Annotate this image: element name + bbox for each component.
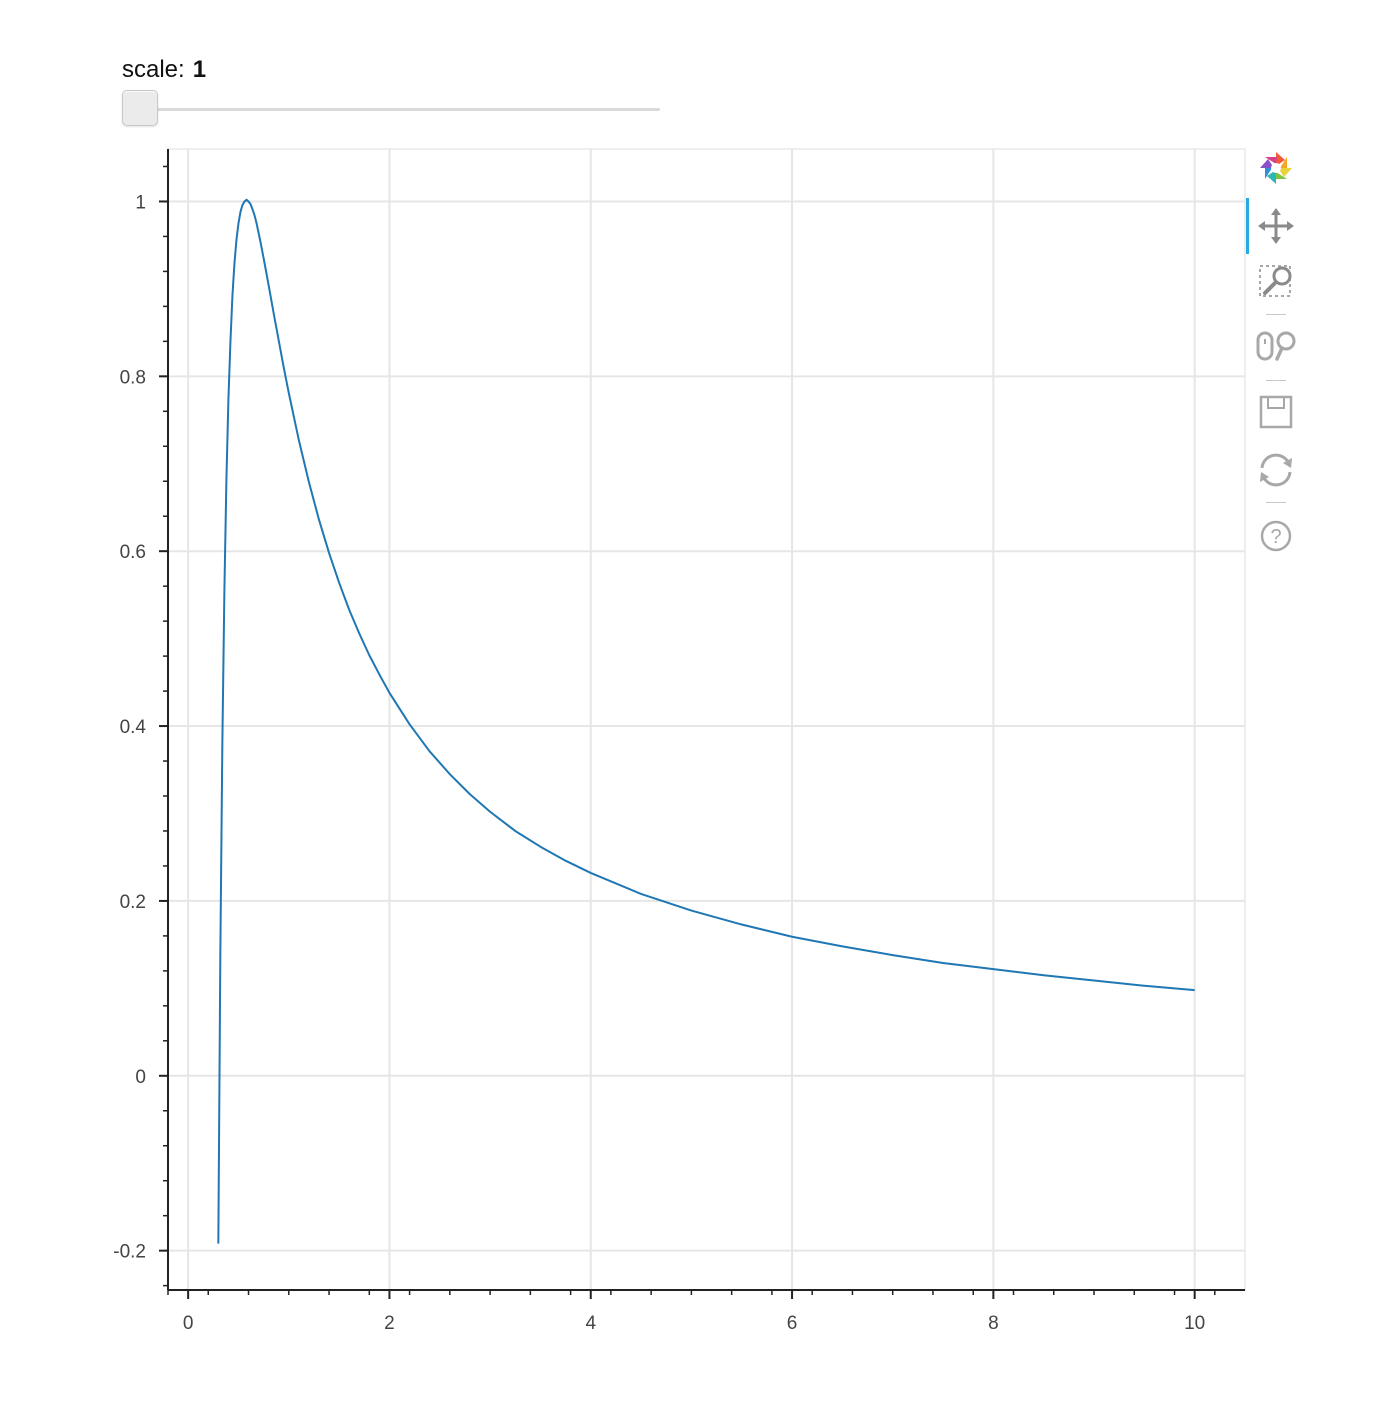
y-tick-label: 0.8 [120, 367, 146, 388]
plot-frame [167, 148, 1246, 1291]
reset-tool-button[interactable] [1252, 446, 1300, 494]
x-tick-label: 6 [787, 1313, 798, 1334]
y-tick-label: 1 [135, 192, 146, 213]
box-zoom-icon [1259, 265, 1292, 297]
slider-track[interactable] [140, 108, 660, 111]
plot-toolbar: ? [1246, 142, 1306, 562]
series-layer [217, 198, 1195, 1244]
x-tick-label: 0 [183, 1313, 194, 1334]
y-tick-label: 0.4 [120, 717, 147, 738]
pan-icon [1258, 208, 1294, 244]
pan-tool-button[interactable] [1246, 198, 1300, 254]
slider-title: scale: 1 [122, 56, 206, 84]
help-tool-button[interactable]: ? [1252, 512, 1300, 560]
bokeh-logo-icon[interactable] [1254, 146, 1298, 190]
y-tick-label: 0 [135, 1067, 146, 1088]
y-tick-label: -0.2 [113, 1242, 146, 1263]
series-line [217, 198, 1195, 1244]
y-tick-label: 0.6 [120, 542, 146, 563]
slider-title-label: scale: [122, 56, 185, 83]
toolbar-divider [1266, 380, 1286, 381]
slider-handle[interactable] [122, 90, 158, 126]
box-zoom-tool-button[interactable] [1252, 258, 1300, 306]
svg-text:?: ? [1270, 526, 1281, 548]
x-tick-label: 10 [1184, 1313, 1205, 1334]
help-icon: ? [1260, 520, 1292, 552]
slider-value: 1 [192, 56, 207, 83]
reset-icon [1260, 453, 1292, 487]
wheel-zoom-icon [1256, 331, 1296, 361]
x-tick-label: 2 [384, 1313, 395, 1334]
toolbar-divider [1266, 502, 1286, 503]
save-tool-button[interactable] [1252, 388, 1300, 436]
save-icon [1259, 395, 1293, 429]
scale-slider: scale: 1 [122, 56, 662, 136]
grid-layer [168, 149, 1245, 1290]
toolbar-divider [1266, 314, 1286, 315]
axis-layer: 0 2 4 6 8 10 -0.2 0 0.2 0.4 0.6 0.8 1 [113, 149, 1245, 1334]
wheel-zoom-tool-button[interactable] [1252, 322, 1300, 370]
x-tick-label: 8 [988, 1313, 999, 1334]
x-tick-label: 4 [585, 1313, 596, 1334]
y-tick-label: 0.2 [120, 892, 146, 913]
